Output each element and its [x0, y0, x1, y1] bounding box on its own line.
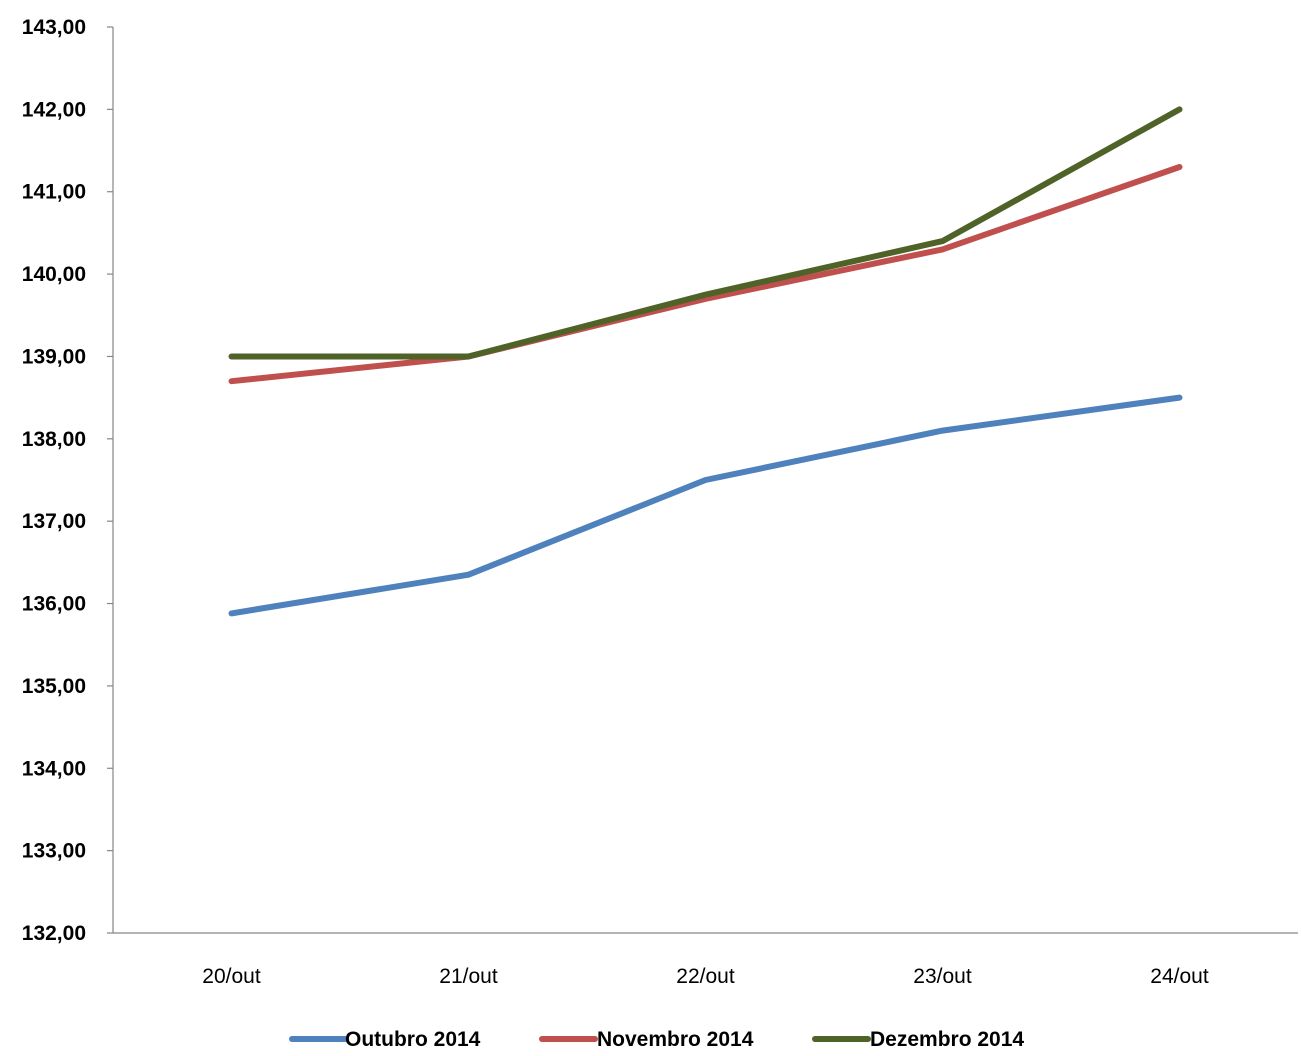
y-tick-label: 142,00 [22, 98, 86, 121]
x-tick-label: 20/out [202, 965, 261, 988]
x-tick-label: 24/out [1150, 965, 1209, 988]
y-tick-label: 135,00 [22, 675, 86, 698]
legend-label-1: Outubro 2014 [345, 1028, 481, 1051]
y-tick-label: 137,00 [22, 510, 86, 533]
y-tick-label: 139,00 [22, 345, 86, 368]
x-axis-ticks: 20/out 21/out 22/out 23/out 24/out [202, 965, 1209, 988]
x-tick-label: 21/out [439, 965, 498, 988]
y-tick-label: 133,00 [22, 840, 86, 863]
y-tick-label: 134,00 [22, 757, 86, 780]
axes [112, 27, 1298, 934]
x-tick-label: 23/out [913, 965, 972, 988]
series-line-1 [228, 394, 1183, 617]
series-line-3 [228, 106, 1183, 360]
series-lines [228, 106, 1183, 617]
y-tick-label: 140,00 [22, 263, 86, 286]
y-tick-label: 136,00 [22, 593, 86, 616]
y-tick-label: 141,00 [22, 181, 86, 204]
x-tick-label: 22/out [676, 965, 735, 988]
y-tick-label: 138,00 [22, 428, 86, 451]
legend: Outubro 2014 Novembro 2014 Dezembro 2014 [289, 1028, 1024, 1051]
legend-label-3: Dezembro 2014 [870, 1028, 1024, 1051]
y-tick-label: 143,00 [22, 16, 86, 39]
y-axis-ticks: 132,00 133,00 134,00 135,00 136,00 137,00 138,… [22, 16, 113, 945]
legend-label-2: Novembro 2014 [597, 1028, 754, 1051]
series-line-2 [228, 164, 1183, 385]
y-tick-label: 132,00 [22, 922, 86, 945]
